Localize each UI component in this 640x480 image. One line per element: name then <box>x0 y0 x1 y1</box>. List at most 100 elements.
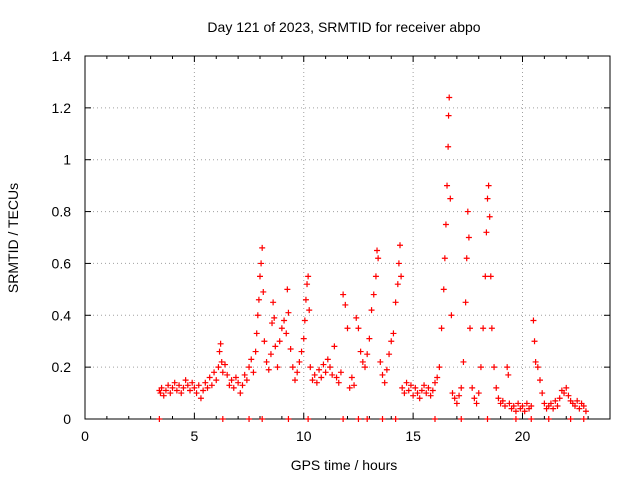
y-tick-labels: 0 0.2 0.4 0.6 0.8 1 1.2 1.4 <box>52 48 72 427</box>
data-point <box>467 325 473 332</box>
data-point <box>252 348 259 355</box>
y-tick-label: 1.4 <box>52 48 72 64</box>
data-point <box>515 400 522 407</box>
y-tick-label: 1 <box>63 152 71 168</box>
data-point <box>485 182 492 189</box>
data-point <box>364 351 371 358</box>
grid-lines <box>85 56 610 419</box>
data-point <box>462 299 469 306</box>
data-point <box>257 273 263 280</box>
data-point <box>493 384 500 391</box>
data-point <box>248 356 255 363</box>
data-point <box>580 403 587 410</box>
data-point <box>458 384 465 391</box>
data-point <box>269 320 276 327</box>
data-point <box>528 416 535 422</box>
data-point <box>580 416 587 422</box>
data-point <box>298 348 305 355</box>
data-point <box>254 312 261 319</box>
data-point <box>576 405 583 412</box>
data-point <box>287 345 294 352</box>
data-point <box>390 330 397 337</box>
data-point <box>265 366 272 373</box>
data-point <box>480 325 487 332</box>
data-point <box>344 325 351 332</box>
y-tick-label: 1.2 <box>52 100 72 116</box>
data-point <box>230 384 237 391</box>
data-point <box>284 286 291 293</box>
data-point <box>531 338 538 345</box>
data-point <box>486 213 493 220</box>
data-point <box>305 416 312 422</box>
data-point <box>351 382 358 389</box>
data-point <box>545 416 552 422</box>
data-point <box>180 384 187 391</box>
data-point <box>202 379 209 386</box>
data-point <box>429 387 436 394</box>
data-point <box>228 377 235 384</box>
data-point <box>271 314 278 321</box>
y-tick-label: 0.8 <box>52 204 72 220</box>
data-point <box>270 299 277 306</box>
data-point <box>219 416 226 422</box>
data-point <box>416 395 423 402</box>
data-point <box>539 390 546 397</box>
data-point <box>267 351 274 358</box>
data-point <box>563 384 570 391</box>
data-point <box>414 390 421 397</box>
data-point <box>477 364 484 371</box>
data-point <box>506 400 513 407</box>
data-point <box>263 358 270 365</box>
data-point <box>567 416 574 422</box>
data-point <box>528 403 535 410</box>
data-point <box>398 273 405 280</box>
data-point <box>487 273 494 280</box>
data-point <box>561 390 568 397</box>
data-point <box>469 384 476 391</box>
data-point <box>463 255 470 262</box>
data-point <box>211 369 218 376</box>
data-point <box>178 390 185 397</box>
data-point <box>246 416 253 422</box>
data-point <box>243 377 250 384</box>
data-point <box>340 416 347 422</box>
data-point <box>427 392 434 399</box>
data-point <box>329 371 336 378</box>
data-point <box>258 260 265 267</box>
data-point <box>483 229 490 236</box>
data-point <box>574 397 581 404</box>
data-point <box>253 330 260 337</box>
data-point <box>499 397 506 404</box>
data-point <box>218 358 225 365</box>
data-point <box>475 390 482 397</box>
data-point <box>348 374 355 381</box>
data-point <box>200 387 207 394</box>
y-tick-label: 0.6 <box>52 255 72 271</box>
data-point <box>444 182 451 189</box>
data-point <box>532 358 539 365</box>
data-point <box>197 395 204 402</box>
y-tick-label: 0 <box>63 411 71 427</box>
data-point <box>216 348 223 355</box>
data-point <box>445 112 452 119</box>
data-point <box>213 377 220 384</box>
data-point <box>449 390 456 397</box>
data-point <box>537 377 543 384</box>
data-point <box>403 379 410 386</box>
x-tick-label: 20 <box>515 428 531 444</box>
axis-ticks <box>84 55 610 420</box>
data-point <box>337 369 344 376</box>
data-point <box>294 369 301 376</box>
data-point <box>453 400 460 407</box>
data-point <box>392 416 399 422</box>
data-point <box>296 358 303 365</box>
data-point <box>226 382 233 389</box>
data-point <box>471 395 478 402</box>
data-point <box>423 390 430 397</box>
data-point <box>491 364 498 371</box>
data-point <box>395 260 402 267</box>
data-point <box>217 340 224 347</box>
data-point <box>320 361 327 368</box>
data-point <box>333 374 340 381</box>
plot-frame <box>84 55 611 420</box>
